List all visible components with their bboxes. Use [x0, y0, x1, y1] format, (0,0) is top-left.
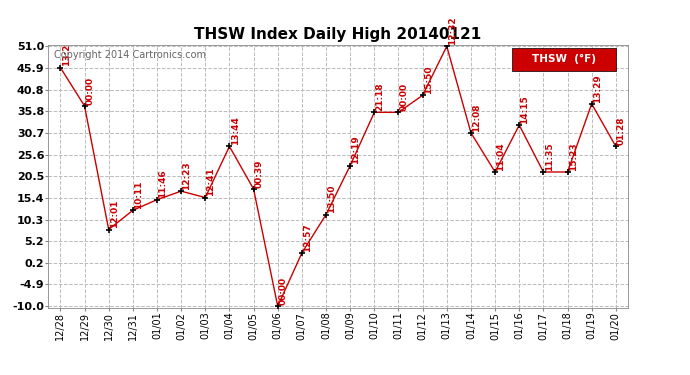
FancyBboxPatch shape: [512, 48, 616, 71]
Title: THSW Index Daily High 20140121: THSW Index Daily High 20140121: [195, 27, 482, 42]
Text: 13:2: 13:2: [61, 44, 70, 66]
Text: 12:19: 12:19: [351, 136, 360, 164]
Text: 12:57: 12:57: [303, 223, 312, 252]
Text: 10:11: 10:11: [134, 181, 143, 209]
Text: 15:23: 15:23: [569, 142, 578, 171]
Text: 12:32: 12:32: [448, 16, 457, 45]
Text: 14:15: 14:15: [520, 95, 529, 124]
Text: 13:50: 13:50: [327, 185, 336, 213]
Text: 15:50: 15:50: [424, 66, 433, 94]
Text: 11:04: 11:04: [496, 142, 505, 171]
Text: 11:35: 11:35: [544, 142, 553, 171]
Text: 00:00: 00:00: [279, 277, 288, 305]
Text: 11:46: 11:46: [158, 170, 167, 198]
Text: 12:23: 12:23: [182, 161, 191, 190]
Text: 01:28: 01:28: [617, 117, 626, 145]
Text: 13:44: 13:44: [230, 116, 239, 145]
Text: Copyright 2014 Cartronics.com: Copyright 2014 Cartronics.com: [54, 50, 206, 60]
Text: 00:00: 00:00: [400, 83, 408, 111]
Text: 12:41: 12:41: [206, 168, 215, 196]
Text: 00:39: 00:39: [255, 159, 264, 188]
Text: 00:00: 00:00: [86, 76, 95, 105]
Text: 21:18: 21:18: [375, 82, 384, 111]
Text: 12:01: 12:01: [110, 200, 119, 228]
Text: 13:29: 13:29: [593, 74, 602, 102]
Text: THSW  (°F): THSW (°F): [532, 54, 596, 64]
Text: 12:08: 12:08: [472, 103, 481, 132]
